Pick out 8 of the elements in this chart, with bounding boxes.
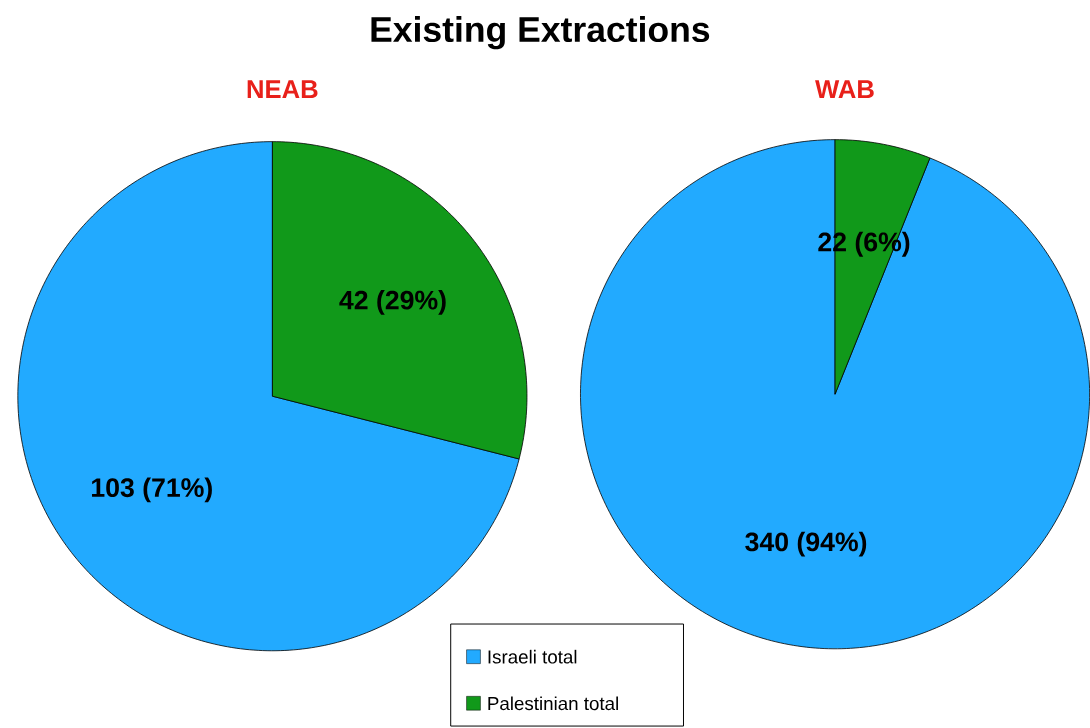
legend-label: Israeli total [488, 649, 577, 664]
data-label: 103 (71%) [92, 477, 212, 503]
legend-label: Palestinian total [488, 696, 618, 711]
data-label: 42 (29%) [339, 290, 446, 315]
chart-title: Existing Extractions [371, 16, 710, 50]
data-label: 340 (94%) [745, 531, 867, 557]
chart-subtitle: NEAB [247, 80, 318, 98]
chart-subtitle: WAB [815, 80, 874, 98]
